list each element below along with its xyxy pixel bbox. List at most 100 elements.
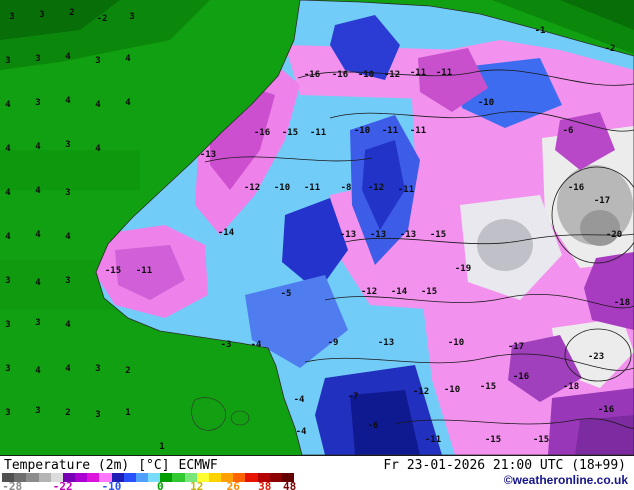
temp-value-label: -11 [136, 266, 152, 276]
temp-value-label: -16 [332, 70, 348, 80]
temp-value-label: -4 [251, 340, 262, 350]
colorbar-segment [123, 473, 136, 482]
colorbar-segment [160, 473, 173, 482]
legend-title-text: Temperature (2m) [4, 458, 130, 473]
temp-value-label: 2 [125, 366, 130, 376]
temp-value-label: 4 [65, 232, 71, 242]
temp-value-label: 3 [35, 54, 40, 64]
temp-value-label: -10 [274, 183, 290, 193]
temp-value-label: 3 [129, 12, 134, 22]
temp-value-label: -14 [218, 228, 235, 238]
temp-value-label: -10 [448, 338, 464, 348]
temp-value-label: -1 [535, 26, 546, 36]
temp-value-label: -15 [105, 266, 121, 276]
temp-value-label: 4 [5, 232, 11, 242]
temperature-colorbar [2, 473, 295, 482]
temp-value-label: -10 [354, 126, 370, 136]
temp-value-label: -8 [341, 183, 352, 193]
colorbar-segment [196, 473, 209, 482]
temp-value-label: 4 [35, 230, 41, 240]
temp-value-label: 4 [65, 320, 71, 330]
temp-value-label: 3 [35, 406, 40, 416]
colorbar-segment [257, 473, 270, 482]
temp-value-label: 4 [5, 100, 11, 110]
temp-value-label: -6 [563, 126, 574, 136]
colorbar-segment [208, 473, 222, 482]
temp-value-label: -17 [594, 196, 610, 206]
green-texture-band [0, 150, 140, 190]
temp-value-label: -16 [598, 405, 614, 415]
temp-value-label: -12 [384, 70, 400, 80]
temp-value-label: -11 [410, 68, 426, 78]
colorbar-segment [26, 473, 39, 482]
colorbar-tick: -28 [2, 480, 23, 490]
temp-value-label: -4 [294, 395, 305, 405]
temp-value-label: -15 [282, 128, 298, 138]
colorbar-segment [111, 473, 124, 482]
colorbar-segment [87, 473, 100, 482]
temp-value-label: -10 [478, 98, 494, 108]
temp-value-label: -13 [400, 230, 416, 240]
temp-value-label: -11 [410, 126, 426, 136]
temp-value-label: 4 [5, 188, 11, 198]
temp-value-label: -17 [508, 342, 524, 352]
colorbar-segment [62, 473, 76, 482]
temp-value-label: -2 [605, 44, 616, 54]
colorbar-segment [99, 473, 112, 482]
colorbar-segment [148, 473, 161, 482]
colorbar-segment [172, 473, 185, 482]
temp-value-label: -15 [533, 435, 549, 445]
temp-value-label: 4 [35, 366, 41, 376]
colorbar-tick: 48 [282, 480, 297, 490]
temp-value-label: 4 [95, 144, 101, 154]
temp-value-label: -23 [588, 352, 604, 362]
temp-value-label: 4 [65, 52, 71, 62]
colorbar-segment [14, 473, 27, 482]
temp-value-label: 4 [5, 144, 11, 154]
legend-unit: [°C] [138, 458, 170, 473]
copyright: ©weatheronline.co.uk [503, 473, 628, 487]
legend-model: ECMWF [178, 458, 218, 473]
temp-value-label: 1 [125, 408, 130, 418]
temp-value-label: -11 [398, 185, 414, 195]
darker-green-corner-right [560, 0, 634, 30]
temp-value-label: 3 [39, 10, 44, 20]
colorbar-segment [233, 473, 246, 482]
colorbar-segment [75, 473, 88, 482]
temp-value-label: -19 [455, 264, 471, 274]
temp-value-label: -13 [340, 230, 356, 240]
forecast-datetime: Fr 23-01-2026 21:00 UTC (18+99) [383, 458, 626, 473]
temp-value-label: 3 [95, 410, 100, 420]
temp-value-label: -18 [563, 382, 579, 392]
temp-value-label: 3 [65, 188, 70, 198]
temp-value-label: 1 [159, 442, 164, 452]
legend-bar: Temperature (2m) [°C] ECMWF Fr 23-01-2026 … [0, 455, 634, 490]
temp-value-label: 4 [125, 98, 131, 108]
temp-value-label: -7 [348, 392, 359, 402]
denmark-outline [191, 397, 250, 431]
temp-value-label: -20 [606, 230, 622, 240]
weather-map: 3 3 2-2 33 3 4 3 44 3 4 4 44 4 3 44 4 34 4 43 4 33 3 43 4 4 3 23 3 2… [0, 0, 634, 455]
colorbar-tick-labels: -28 -22 -10 0 12 26 38 48 [0, 480, 310, 490]
colorbar-segment [221, 473, 234, 482]
temp-value-label: -3 [221, 340, 232, 350]
colorbar-tick: -22 [52, 480, 73, 490]
temp-value-label: 3 [5, 56, 10, 66]
colorbar-tick: 26 [226, 480, 240, 490]
temp-value-label: -11 [382, 126, 398, 136]
colorbar-tick: 12 [190, 480, 204, 490]
temp-value-label: -5 [281, 289, 292, 299]
temp-value-label: -10 [358, 70, 374, 80]
colorbar-segment [184, 473, 197, 482]
temp-value-label: -11 [310, 128, 326, 138]
temperature-labels-layer: 3 3 2-2 33 3 4 3 44 3 4 4 44 4 3 44 4 34 4 43 4 33 3 43 4 4 3 23 3 2… [5, 8, 630, 452]
temp-value-label: 3 [5, 408, 10, 418]
temp-value-label: -16 [513, 372, 529, 382]
temp-value-label: 3 [65, 140, 70, 150]
temp-value-label: -12 [244, 183, 260, 193]
colorbar-segment [281, 473, 295, 482]
temp-value-label: -4 [296, 427, 307, 437]
temp-value-label: -11 [436, 68, 452, 78]
temp-value-label: 4 [35, 186, 41, 196]
temp-value-label: 4 [95, 100, 101, 110]
